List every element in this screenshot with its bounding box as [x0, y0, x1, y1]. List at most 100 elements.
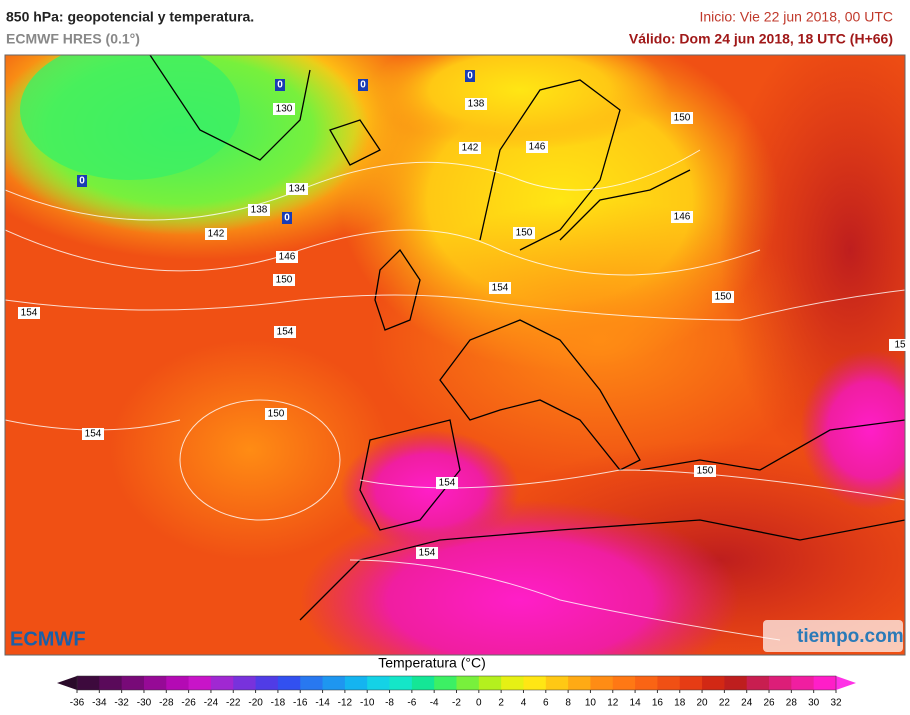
- colorbar-tick-label: 2: [498, 698, 504, 709]
- freezing-label-bg: [282, 212, 292, 224]
- colorbar-tick-label: -14: [315, 698, 330, 709]
- contour-label-bg: [671, 211, 693, 223]
- colorbar-tick-label: -22: [226, 698, 241, 709]
- tiempo-logo: tiempo.com: [797, 626, 904, 647]
- contour-label: 154: [492, 283, 509, 294]
- colorbar-tick-label: -10: [360, 698, 375, 709]
- contour-label-bg: [82, 428, 104, 440]
- colorbar-segment: [791, 676, 815, 690]
- contour-label: 150: [715, 292, 732, 303]
- colorbar-segment: [434, 676, 457, 690]
- contour-label-bg: [205, 228, 227, 240]
- colorbar-tick-label: 24: [741, 698, 753, 709]
- colorbar-tick-label: -34: [92, 698, 107, 709]
- contour-label-bg: [513, 227, 535, 239]
- contour-label: 150: [697, 466, 714, 477]
- colorbar-segment: [99, 676, 123, 690]
- colorbar-tick-label: 26: [763, 698, 775, 709]
- colorbar-segment: [568, 676, 591, 690]
- contour-label: 142: [462, 143, 479, 154]
- colorbar-tick-label: 4: [521, 698, 527, 709]
- freezing-label: 0: [284, 213, 290, 224]
- contour-label-bg: [18, 307, 40, 319]
- contour-label-bg: [276, 251, 298, 263]
- colorbar-tick-label: 22: [719, 698, 731, 709]
- colorbar-segment: [344, 676, 368, 690]
- colorbar-tick-label: -18: [271, 698, 286, 709]
- model: ECMWF HRES (0.1°): [6, 31, 140, 47]
- colorbar-segment: [523, 676, 547, 690]
- contour-label: 142: [208, 229, 225, 240]
- colorbar: -36 -34 -32 -30 -28 -26 -24 -22 -20 -18 -16 -14 -12-…: [57, 675, 856, 709]
- contour-label-bg: [273, 103, 295, 115]
- colorbar-segment: [590, 676, 614, 690]
- colorbar-tick-label: 12: [607, 698, 619, 709]
- colorbar-tick-label: -36: [70, 698, 85, 709]
- freezing-label-bg: [358, 79, 368, 91]
- freezing-label-bg: [275, 79, 285, 91]
- colorbar-segment: [501, 676, 524, 690]
- colorbar-tick-label: -12: [338, 698, 353, 709]
- contour-label-bg: [273, 274, 295, 286]
- colorbar-segment: [77, 676, 100, 690]
- colorbar-end: [57, 676, 77, 690]
- colorbar-tick-label: 18: [674, 698, 686, 709]
- colorbar-segment: [411, 676, 435, 690]
- colorbar-segment: [702, 676, 725, 690]
- colorbar-segment: [724, 676, 748, 690]
- contour-label-bg: [416, 547, 438, 559]
- colorbar-tick-label: 20: [696, 698, 708, 709]
- colorbar-tick-label: -24: [204, 698, 219, 709]
- colorbar-tick-label: 0: [476, 698, 482, 709]
- map: [5, 55, 905, 655]
- colorbar-tick-label: -2: [452, 698, 461, 709]
- colorbar-segment: [210, 676, 234, 690]
- colorbar-segment: [813, 676, 837, 690]
- contour-label: 150: [276, 275, 293, 286]
- freezing-label: 0: [79, 176, 85, 187]
- colorbar-end: [836, 676, 856, 690]
- colorbar-segment: [143, 676, 167, 690]
- contour-label: 154: [419, 548, 436, 559]
- colorbar-tick-label: 10: [585, 698, 597, 709]
- colorbar-segment: [612, 676, 636, 690]
- colorbar-segment: [545, 676, 569, 690]
- colorbar-tick-label: 14: [630, 698, 642, 709]
- colorbar-segment: [679, 676, 703, 690]
- contour-label-bg: [265, 408, 287, 420]
- colorbar-segment: [277, 676, 301, 690]
- contour-label: 146: [674, 212, 691, 223]
- contour-label: 154: [277, 327, 294, 338]
- colorbar-segment: [166, 676, 190, 690]
- colorbar-segment: [188, 676, 212, 690]
- freezing-label-bg: [77, 175, 87, 187]
- contour-label-bg: [489, 282, 511, 294]
- contour-label-bg: [526, 141, 548, 153]
- colorbar-tick-label: -32: [114, 698, 129, 709]
- freezing-label: 0: [360, 80, 366, 91]
- contour-label: 150: [268, 409, 285, 420]
- contour-label-bg: [671, 112, 693, 124]
- contour-label: 146: [529, 142, 546, 153]
- colorbar-tick-label: 28: [786, 698, 798, 709]
- colorbar-tick-label: -30: [137, 698, 152, 709]
- colorbar-segment: [255, 676, 279, 690]
- colorbar-segment: [769, 676, 792, 690]
- colorbar-tick-label: -28: [159, 698, 174, 709]
- contour-label: 134: [289, 184, 306, 195]
- colorbar-tick-label: 6: [543, 698, 549, 709]
- colorbar-segment: [746, 676, 770, 690]
- contour-label: 154: [439, 478, 456, 489]
- contour-label: 15: [894, 340, 906, 351]
- contour-label: 150: [674, 113, 691, 124]
- colorbar-segment: [635, 676, 658, 690]
- colorbar-tick-label: 32: [830, 698, 842, 709]
- colorbar-tick-label: -6: [407, 698, 416, 709]
- colorbar-tick-label: -8: [385, 698, 394, 709]
- contour-label-bg: [286, 183, 308, 195]
- contour-label: 154: [21, 308, 38, 319]
- contour-label: 138: [251, 205, 268, 216]
- colorbar-segment: [478, 676, 502, 690]
- colorbar-tick-label: -4: [430, 698, 439, 709]
